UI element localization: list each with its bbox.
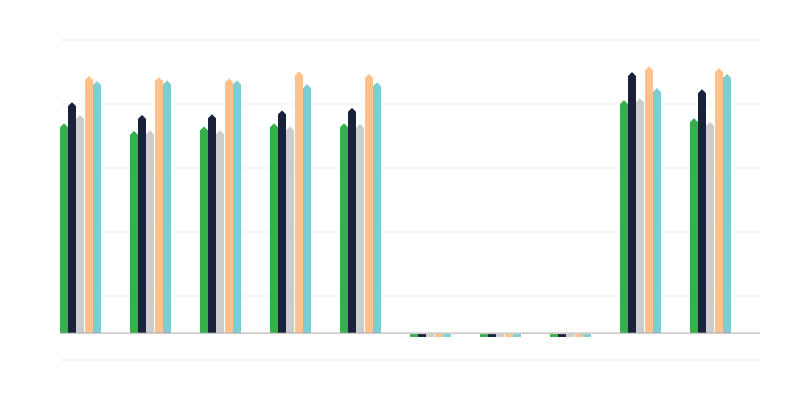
bar-series-2-group-9 [628, 72, 636, 334]
bar-series-5-group-6 [443, 334, 451, 337]
bar-series-3-group-3 [216, 130, 224, 334]
bar-series-3-group-4 [286, 126, 294, 334]
bar-series-3-group-7 [496, 334, 504, 337]
bar-series-4-group-2 [155, 77, 163, 334]
bar-series-3-group-8 [566, 334, 574, 337]
bar-series-5-group-9 [653, 88, 661, 334]
bar-series-2-group-5 [348, 107, 356, 334]
bar-series-1-group-10 [690, 118, 698, 334]
bar-series-2-group-3 [208, 114, 216, 334]
bar-series-4-group-8 [575, 334, 583, 337]
bar-series-1-group-9 [620, 100, 628, 334]
bar-series-5-group-5 [373, 82, 381, 334]
bar-series-4-group-3 [225, 78, 233, 334]
bar-series-5-group-1 [93, 80, 101, 334]
bar-series-1-group-5 [340, 123, 348, 334]
bar-series-3-group-6 [426, 334, 434, 337]
bar-series-4-group-6 [435, 334, 443, 337]
gridlines [60, 39, 760, 361]
bar-series-1-group-4 [270, 123, 278, 334]
bar-series-3-group-9 [636, 98, 644, 334]
bar-series-3-group-2 [146, 130, 154, 334]
bar-series-4-group-1 [85, 75, 93, 334]
bar-series-2-group-4 [278, 110, 286, 334]
bar-series-2-group-10 [698, 89, 706, 334]
bar-series-1-group-6 [410, 334, 418, 337]
bar-series-5-group-3 [233, 80, 241, 334]
bar-series-2-group-8 [558, 334, 566, 337]
bar-series-2-group-7 [488, 334, 496, 337]
bars [60, 66, 731, 337]
bar-series-5-group-7 [513, 334, 521, 337]
bar-series-5-group-2 [163, 80, 171, 334]
bar-series-3-group-1 [76, 114, 84, 334]
bar-series-5-group-10 [723, 73, 731, 334]
bar-series-3-group-10 [706, 121, 714, 334]
bar-series-4-group-7 [505, 334, 513, 337]
bar-series-5-group-8 [583, 334, 591, 337]
bar-series-1-group-3 [200, 126, 208, 334]
bar-series-4-group-4 [295, 71, 303, 334]
bar-series-1-group-2 [130, 130, 138, 334]
bar-series-1-group-8 [550, 334, 558, 337]
bar-series-2-group-1 [68, 102, 76, 334]
bar-series-4-group-9 [645, 66, 653, 334]
bar-series-1-group-1 [60, 123, 68, 334]
bar-series-5-group-4 [303, 84, 311, 334]
bar-series-3-group-5 [356, 123, 364, 334]
bar-series-2-group-2 [138, 114, 146, 334]
bar-series-4-group-10 [715, 68, 723, 334]
bar-series-4-group-5 [365, 73, 373, 334]
bar-series-1-group-7 [480, 334, 488, 337]
bar-series-2-group-6 [418, 334, 426, 337]
